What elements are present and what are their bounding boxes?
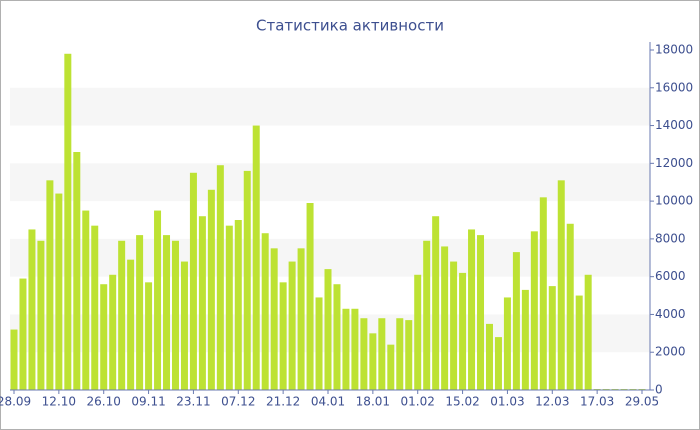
bar [163, 235, 171, 390]
bar [64, 53, 72, 391]
bar [584, 274, 592, 390]
x-tick-label: 18.01 [356, 395, 390, 409]
bar [503, 297, 511, 390]
bar [270, 248, 278, 390]
chart-title: Статистика активности [256, 17, 444, 35]
bar [423, 240, 431, 390]
x-tick-label: 28.09 [0, 395, 31, 409]
x-tick-label: 01.03 [490, 395, 524, 409]
grid-band [10, 163, 650, 202]
bar [261, 233, 269, 390]
bar [315, 297, 323, 390]
bar [342, 308, 350, 390]
bar [468, 229, 476, 390]
x-tick-label: 12.03 [535, 395, 569, 409]
x-tick-label: 29.05 [625, 395, 659, 409]
bar [360, 318, 368, 390]
bar [189, 172, 197, 390]
bar [450, 261, 458, 390]
bar [485, 323, 493, 390]
bar [73, 152, 81, 390]
bar [252, 125, 260, 391]
bar [387, 344, 395, 390]
bar [279, 282, 287, 390]
bar [512, 252, 520, 390]
y-tick-label: 6000 [655, 269, 686, 283]
bar [324, 269, 332, 390]
bar [432, 216, 440, 390]
bar [171, 240, 179, 390]
bar [55, 193, 63, 390]
bar [82, 210, 90, 390]
bar [243, 170, 251, 390]
y-tick-label: 18000 [655, 43, 693, 57]
bar [10, 329, 18, 390]
bar [19, 278, 27, 390]
bar [145, 282, 153, 390]
bar [234, 220, 242, 390]
bar [216, 165, 224, 390]
bar [378, 318, 386, 390]
y-tick-label: 8000 [655, 231, 686, 245]
bar [539, 197, 547, 390]
y-tick-label: 0 [655, 383, 663, 397]
y-tick-label: 4000 [655, 307, 686, 321]
x-tick-label: 04.01 [311, 395, 345, 409]
x-tick-label: 23.11 [176, 395, 210, 409]
y-tick-label: 12000 [655, 156, 693, 170]
bar [46, 180, 54, 390]
bar [459, 272, 467, 390]
bar [118, 240, 126, 390]
y-tick-label: 16000 [655, 80, 693, 94]
bar [530, 231, 538, 390]
x-tick-label: 21.12 [266, 395, 300, 409]
bar [28, 229, 36, 390]
bar [100, 284, 108, 390]
bar [198, 216, 206, 390]
bar [91, 225, 99, 390]
bar [136, 235, 144, 390]
y-tick-label: 2000 [655, 345, 686, 359]
bar [180, 261, 188, 390]
bar [369, 333, 377, 390]
bar [548, 286, 556, 390]
bar [333, 284, 341, 390]
bar [441, 246, 449, 390]
bar [351, 308, 359, 390]
x-tick-label: 12.10 [42, 395, 76, 409]
bar [225, 225, 233, 390]
bar [127, 259, 135, 390]
x-tick-label: 17.03 [580, 395, 614, 409]
x-tick-label: 26.10 [87, 395, 121, 409]
bar [154, 210, 162, 390]
bar [557, 180, 565, 390]
bar [566, 223, 574, 390]
bar [297, 248, 305, 390]
x-tick-label: 01.02 [401, 395, 435, 409]
bar [288, 261, 296, 390]
bar [414, 274, 422, 390]
grid-band [10, 87, 650, 126]
y-tick-label: 14000 [655, 118, 693, 132]
bar [405, 320, 413, 390]
bar [37, 240, 45, 390]
x-tick-label: 09.11 [131, 395, 165, 409]
bar [207, 189, 215, 390]
bar [396, 318, 404, 390]
bar [306, 203, 314, 390]
x-tick-label: 15.02 [445, 395, 479, 409]
bar [521, 289, 529, 390]
bar [109, 274, 117, 390]
y-tick-label: 10000 [655, 194, 693, 208]
bar [575, 295, 583, 390]
bar [494, 337, 502, 390]
x-tick-label: 07.12 [221, 395, 255, 409]
bar [477, 235, 485, 390]
